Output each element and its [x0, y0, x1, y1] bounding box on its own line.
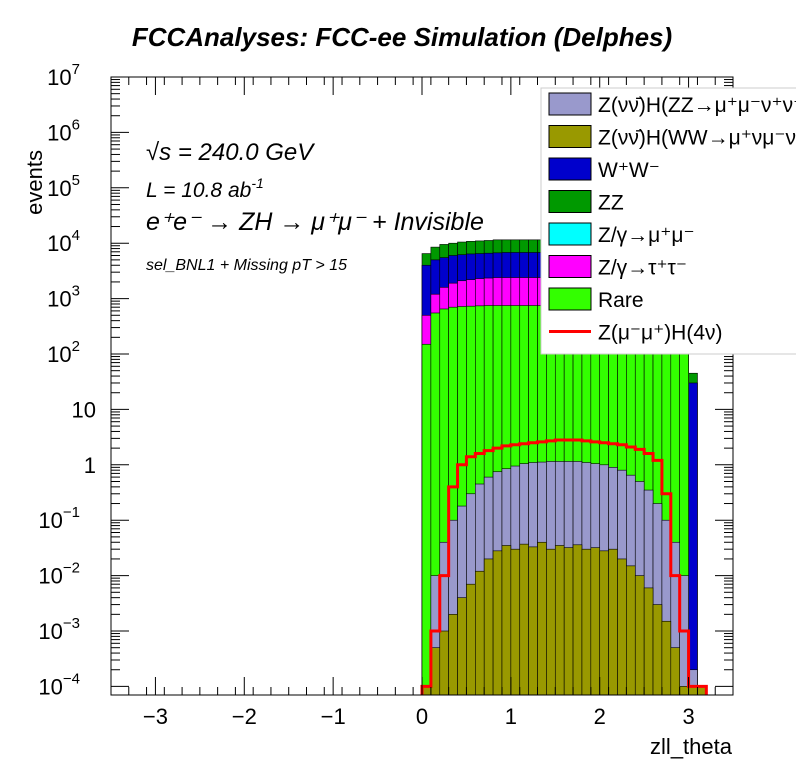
bar-stack1-bin13	[537, 541, 547, 695]
legend-swatch-2	[548, 157, 592, 181]
y-tick-label: 102	[47, 338, 80, 367]
legend-label-7: Z(μ⁻μ⁺)H(4ν)	[598, 322, 723, 345]
bar-stack1-bin20	[599, 550, 609, 695]
bar-stack1-bin14	[546, 548, 556, 695]
legend-label-5: Z/γ→τ⁺τ⁻	[598, 257, 687, 280]
legend-swatch-6	[548, 287, 592, 311]
x-tick-label: 0	[416, 704, 428, 729]
signal-line-layer	[420, 438, 708, 695]
y-tick-label: 10	[72, 397, 96, 422]
bar-stack1-bin22	[617, 558, 627, 695]
x-tick-label: −1	[321, 704, 346, 729]
legend: Z(νν̄)H(ZZ→μ⁺μ⁻ν⁺ν⁻) Z(νν̄)H(WW→μ⁺νμ⁻ν) W⁺…	[540, 87, 796, 355]
x-tick-label: 3	[682, 704, 694, 729]
x-axis-label: zll_theta	[650, 734, 733, 759]
series-line-0	[420, 438, 708, 695]
y-tick-label: 10−2	[38, 560, 80, 589]
bar-stack1-bin6	[475, 570, 485, 695]
bar-stack1-bin15	[554, 545, 565, 695]
stacked-histograms	[421, 239, 707, 695]
y-axis-label: events	[22, 150, 47, 215]
bar-stack1-bin12	[528, 546, 538, 695]
x-tick-label: −2	[232, 704, 257, 729]
chart-title: FCCAnalyses: FCC-ee Simulation (Delphes)	[132, 22, 672, 52]
bar-stack1-bin7	[483, 558, 494, 695]
bar-stack1-bin19	[590, 547, 601, 695]
x-tick-label: 2	[594, 704, 606, 729]
y-tick-label: 10−1	[38, 504, 80, 533]
legend-label-0: Z(νν̄)H(ZZ→μ⁺μ⁻ν⁺ν⁻)	[598, 94, 796, 117]
bar-stack1-bin3	[448, 614, 458, 695]
annotation-2: e⁺e⁻ → ZH → μ⁺μ⁻ + Invisible	[146, 208, 484, 236]
y-tick-label: 107	[47, 61, 80, 90]
y-tick-label: 103	[47, 283, 80, 312]
annotations: √s = 240.0 GeV L = 10.8 ab-1 e⁺e⁻ → ZH → μ…	[146, 139, 484, 274]
bar-stack1-bin4	[457, 597, 467, 695]
axes: −3 −2 −1 0 1 2 3 10−4 10−3 10−2 10−1 1 10 102 103 104 10…	[38, 61, 734, 729]
bar-stack1-bin25	[643, 587, 654, 695]
legend-swatch-0	[548, 92, 592, 116]
bar-stack1-bin28	[670, 647, 680, 695]
legend-label-6: Rare	[598, 289, 644, 312]
y-tick-label: 10−3	[38, 615, 80, 644]
bar-stack1-bin18	[581, 548, 592, 695]
legend-swatch-3	[548, 190, 592, 213]
bar-stack1-bin2	[439, 630, 449, 695]
y-tick-label: 10−4	[38, 670, 80, 699]
y-tick-label: 106	[47, 116, 80, 145]
bar-stack1-bin26	[652, 604, 663, 695]
x-tick-label: 1	[505, 704, 517, 729]
bar-stack1-bin5	[466, 583, 476, 695]
annotation-1: L = 10.8 ab-1	[146, 175, 264, 202]
y-tick-label: 1	[84, 453, 96, 478]
bar-stack1-bin11	[519, 543, 529, 695]
bar-stack1-bin10	[510, 548, 521, 695]
bar-stack1-bin27	[661, 620, 672, 695]
stack-1	[421, 541, 707, 695]
bar-stack1-bin21	[608, 548, 618, 695]
bar-stack1-bin9	[501, 545, 512, 695]
legend-swatch-5	[548, 255, 592, 278]
x-tick-label: −3	[143, 704, 168, 729]
bar-stack1-bin8	[492, 550, 503, 695]
legend-swatch-4	[548, 222, 592, 246]
y-tick-label: 105	[47, 172, 80, 201]
legend-label-3: ZZ	[598, 192, 624, 215]
legend-label-4: Z/γ→μ⁺μ⁻	[598, 224, 695, 247]
bar-stack1-bin24	[634, 575, 645, 695]
bar-stack1-bin17	[572, 544, 583, 695]
y-tick-label: 104	[47, 227, 80, 256]
annotation-0: √s = 240.0 GeV	[146, 139, 315, 166]
bar-stack1-bin16	[563, 547, 574, 695]
legend-label-1: Z(νν̄)H(WW→μ⁺νμ⁻ν)	[598, 127, 796, 150]
bar-stack1-bin23	[626, 565, 636, 695]
legend-swatch-1	[548, 125, 592, 148]
annotation-3: sel_BNL1 + Missing pT > 15	[146, 257, 347, 274]
legend-label-2: W⁺W⁻	[598, 159, 660, 182]
